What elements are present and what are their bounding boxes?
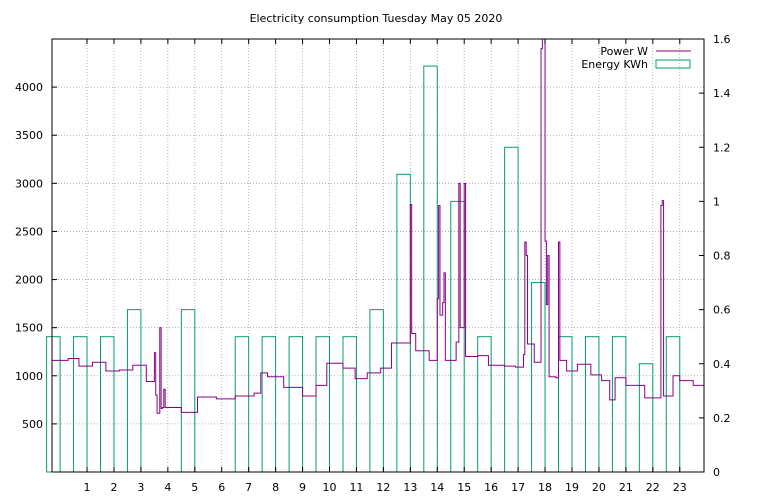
energy-bar bbox=[584, 336, 600, 473]
legend-energy-swatch bbox=[655, 59, 691, 69]
legend: Power W Energy KWh bbox=[581, 45, 691, 71]
energy-bar bbox=[423, 65, 438, 473]
x-tick-label: 21 bbox=[619, 481, 633, 494]
power-line bbox=[52, 38, 704, 414]
x-tick-label: 7 bbox=[245, 481, 252, 494]
x-tick-label: 4 bbox=[164, 481, 171, 494]
energy-bar bbox=[234, 336, 250, 473]
energy-bar bbox=[180, 309, 196, 473]
energy-bar bbox=[99, 336, 115, 473]
y-tick-label: 2000 bbox=[15, 274, 43, 287]
x-tick-label: 11 bbox=[349, 481, 363, 494]
y2-tick-label: 0.6 bbox=[713, 304, 731, 317]
x-tick-label: 8 bbox=[272, 481, 279, 494]
legend-energy-label: Energy KWh bbox=[581, 58, 648, 71]
energy-bar bbox=[342, 336, 357, 473]
y-tick-label: 3500 bbox=[15, 129, 43, 142]
x-tick-label: 13 bbox=[403, 481, 417, 494]
energy-bar bbox=[126, 309, 142, 473]
y2-tick-label: 1.6 bbox=[713, 33, 731, 46]
energy-bar bbox=[315, 336, 331, 473]
x-tick-label: 9 bbox=[299, 481, 306, 494]
x-tick-label: 16 bbox=[484, 481, 498, 494]
chart-title: Electricity consumption Tuesday May 05 2… bbox=[250, 12, 503, 25]
energy-bar bbox=[665, 336, 681, 473]
x-tick-label: 17 bbox=[511, 481, 525, 494]
x-tick-label: 22 bbox=[646, 481, 660, 494]
x-tick-label: 19 bbox=[565, 481, 579, 494]
x-tick-label: 2 bbox=[110, 481, 117, 494]
y2-tick-label: 0.2 bbox=[713, 412, 731, 425]
y-tick-label: 4000 bbox=[15, 81, 43, 94]
power-series bbox=[52, 38, 704, 414]
x-tick-label: 1 bbox=[84, 481, 91, 494]
x-tick-label: 20 bbox=[592, 481, 606, 494]
y2-tick-label: 1.4 bbox=[713, 87, 731, 100]
x-tick-label: 3 bbox=[137, 481, 144, 494]
x-tick-label: 23 bbox=[673, 481, 687, 494]
x-tick-label: 5 bbox=[191, 481, 198, 494]
energy-bar bbox=[531, 282, 546, 473]
energy-bar bbox=[73, 336, 88, 473]
energy-bar bbox=[261, 336, 277, 473]
energy-bar bbox=[288, 336, 304, 473]
grid bbox=[52, 39, 704, 472]
y2-tick-label: 1.2 bbox=[713, 141, 731, 154]
energy-bar bbox=[611, 336, 627, 473]
y-tick-label: 1500 bbox=[15, 322, 43, 335]
legend-power-label: Power W bbox=[600, 45, 648, 58]
y-tick-label: 3000 bbox=[15, 177, 43, 190]
energy-bar bbox=[638, 363, 654, 473]
axes: 1 2 3 4 5 6 7 8 9 10 11 12 13 14 15 16 17 18 19 20 21 22 23500… bbox=[15, 33, 731, 494]
y2-tick-label: 0.8 bbox=[713, 250, 731, 263]
energy-bar bbox=[477, 336, 492, 473]
energy-series bbox=[46, 65, 681, 473]
x-tick-label: 15 bbox=[457, 481, 471, 494]
x-tick-label: 6 bbox=[218, 481, 225, 494]
energy-bar bbox=[396, 173, 411, 473]
y-tick-label: 500 bbox=[22, 418, 43, 431]
x-tick-label: 12 bbox=[376, 481, 390, 494]
plot-frame bbox=[51, 38, 705, 473]
y2-tick-label: 0.4 bbox=[713, 358, 731, 371]
energy-bar bbox=[504, 146, 519, 473]
x-tick-label: 14 bbox=[430, 481, 444, 494]
y2-tick-label: 1 bbox=[713, 195, 720, 208]
energy-bar bbox=[369, 309, 384, 473]
energy-bar bbox=[450, 200, 465, 473]
y-tick-label: 1000 bbox=[15, 370, 43, 383]
y-tick-label: 2500 bbox=[15, 225, 43, 238]
y2-tick-label: 0 bbox=[713, 466, 720, 479]
x-tick-label: 18 bbox=[538, 481, 552, 494]
energy-bar bbox=[46, 336, 61, 473]
x-tick-label: 10 bbox=[323, 481, 337, 494]
energy-bar bbox=[558, 336, 573, 473]
